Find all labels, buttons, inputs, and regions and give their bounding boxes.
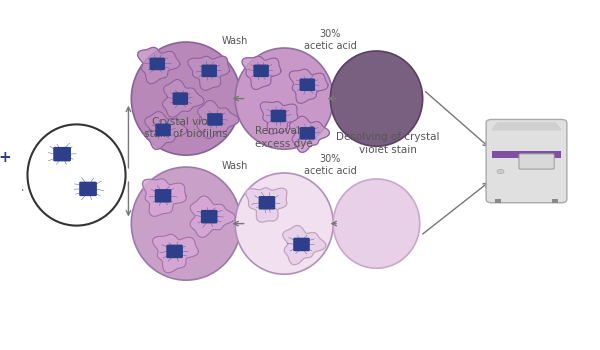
Text: 30%
acetic acid: 30% acetic acid: [304, 29, 357, 51]
Ellipse shape: [235, 173, 333, 274]
FancyBboxPatch shape: [299, 127, 315, 140]
Polygon shape: [260, 102, 298, 134]
FancyBboxPatch shape: [299, 78, 315, 91]
FancyBboxPatch shape: [202, 64, 217, 77]
Text: Wash: Wash: [222, 36, 248, 46]
FancyBboxPatch shape: [166, 245, 183, 258]
Text: +: +: [0, 150, 11, 165]
Polygon shape: [163, 79, 204, 117]
FancyBboxPatch shape: [293, 238, 310, 251]
Polygon shape: [145, 112, 187, 149]
Polygon shape: [242, 56, 281, 90]
Ellipse shape: [28, 124, 125, 226]
Circle shape: [497, 169, 504, 174]
Ellipse shape: [331, 51, 422, 146]
FancyBboxPatch shape: [155, 124, 171, 136]
Polygon shape: [137, 47, 180, 84]
FancyBboxPatch shape: [259, 196, 275, 210]
Polygon shape: [246, 188, 287, 222]
Polygon shape: [289, 116, 329, 152]
FancyBboxPatch shape: [53, 147, 71, 161]
Polygon shape: [283, 225, 326, 265]
FancyBboxPatch shape: [79, 182, 97, 196]
Text: Crystal violet
stain of biofilms: Crystal violet stain of biofilms: [145, 117, 228, 139]
FancyBboxPatch shape: [271, 110, 286, 122]
Text: Removal of
excess dye: Removal of excess dye: [255, 126, 313, 149]
FancyBboxPatch shape: [155, 189, 172, 203]
Ellipse shape: [333, 179, 420, 268]
Polygon shape: [492, 123, 561, 130]
Ellipse shape: [131, 42, 241, 155]
Text: Desolving of crystal
violet stain: Desolving of crystal violet stain: [336, 132, 440, 155]
Text: 30%
acetic acid: 30% acetic acid: [304, 154, 357, 176]
Polygon shape: [197, 100, 239, 139]
Ellipse shape: [235, 48, 333, 149]
FancyBboxPatch shape: [11, 172, 20, 183]
Polygon shape: [143, 179, 186, 216]
Ellipse shape: [131, 167, 241, 280]
FancyBboxPatch shape: [519, 154, 554, 169]
FancyBboxPatch shape: [253, 64, 269, 77]
Polygon shape: [152, 234, 199, 273]
FancyBboxPatch shape: [207, 113, 223, 126]
Polygon shape: [289, 69, 328, 103]
Bar: [492, 152, 561, 158]
Polygon shape: [188, 56, 229, 90]
Bar: [495, 198, 500, 203]
FancyBboxPatch shape: [201, 210, 218, 223]
FancyBboxPatch shape: [149, 58, 165, 70]
Bar: [553, 198, 558, 203]
FancyBboxPatch shape: [486, 119, 567, 203]
Text: Wash: Wash: [222, 161, 248, 170]
Polygon shape: [190, 196, 235, 237]
FancyBboxPatch shape: [173, 92, 188, 105]
